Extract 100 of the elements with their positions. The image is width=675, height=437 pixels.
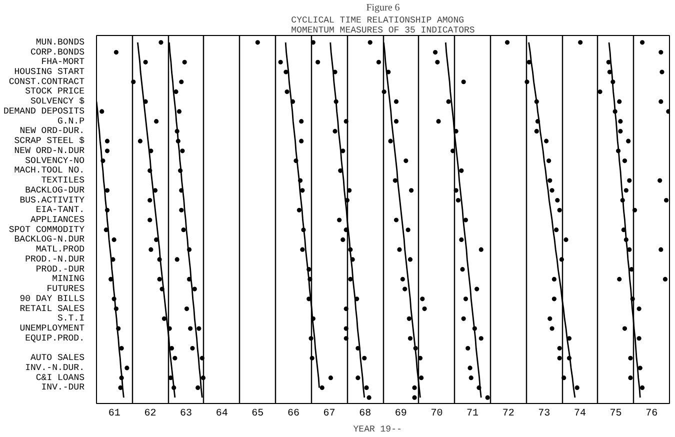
point xyxy=(544,138,549,144)
point xyxy=(344,306,348,312)
point xyxy=(148,198,152,203)
point xyxy=(557,208,562,212)
y-tick-label: EIA-TANT. xyxy=(36,205,84,216)
x-axis-title: YEAR 19-- xyxy=(353,424,402,434)
y-tick-label: RETAIL SALES xyxy=(20,304,84,314)
y-tick-label: EQUIP.PROD. xyxy=(25,333,85,344)
point xyxy=(450,148,456,154)
point xyxy=(382,89,386,94)
point xyxy=(485,395,490,400)
point xyxy=(478,247,484,252)
point xyxy=(559,257,564,262)
point xyxy=(627,178,632,183)
point xyxy=(337,218,342,222)
point xyxy=(184,306,190,312)
point xyxy=(174,257,180,262)
point xyxy=(552,296,556,302)
y-tick-label: CONST.CONTRACT xyxy=(8,76,86,87)
point xyxy=(300,188,305,193)
point xyxy=(172,356,178,360)
point xyxy=(104,138,110,144)
point xyxy=(376,60,382,64)
point xyxy=(394,218,399,222)
x-tick-label: 61 xyxy=(108,408,120,420)
x-tick-label: 74 xyxy=(574,408,586,420)
point xyxy=(196,385,200,390)
point xyxy=(406,228,410,232)
point xyxy=(412,385,417,390)
point xyxy=(157,276,162,282)
point xyxy=(397,247,402,252)
point xyxy=(463,296,468,302)
point xyxy=(119,346,124,351)
point xyxy=(299,119,304,124)
point xyxy=(408,336,413,341)
point xyxy=(436,119,441,124)
point xyxy=(418,356,423,360)
y-tick-label: BACKLOG-DUR xyxy=(25,185,86,196)
point xyxy=(420,296,425,302)
y-tick-label: MUN.BONDS xyxy=(36,37,84,48)
point xyxy=(299,138,304,144)
point xyxy=(435,60,440,64)
x-tick-label: 68 xyxy=(359,408,372,420)
y-tick-label: SCRAP STEEL $ xyxy=(14,136,86,146)
point xyxy=(200,376,206,380)
point xyxy=(552,276,556,282)
point xyxy=(143,60,148,64)
x-tick-label: 65 xyxy=(252,408,264,420)
point xyxy=(340,237,346,242)
x-tick-label: 73 xyxy=(538,408,550,420)
point xyxy=(408,257,413,262)
y-tick-label: SOLVENCY-NO xyxy=(25,156,85,166)
point xyxy=(196,326,202,331)
point xyxy=(622,326,628,331)
point xyxy=(148,218,152,222)
point xyxy=(628,376,633,380)
point xyxy=(432,50,438,55)
point xyxy=(344,336,348,341)
point xyxy=(459,237,464,242)
y-tick-label: AUTO SALES xyxy=(30,353,85,364)
point xyxy=(574,385,580,390)
point xyxy=(474,286,480,292)
point xyxy=(192,286,197,292)
point xyxy=(104,148,110,154)
point xyxy=(148,247,154,252)
point xyxy=(617,99,622,104)
point xyxy=(626,138,631,144)
point xyxy=(658,178,662,183)
point xyxy=(638,366,642,370)
point xyxy=(388,138,393,144)
y-tick-label: HOUSING START xyxy=(14,67,86,78)
point xyxy=(348,276,353,282)
y-tick-label: TEXTILES xyxy=(41,176,85,186)
point xyxy=(419,376,424,380)
point xyxy=(179,80,184,84)
point xyxy=(174,89,178,94)
point xyxy=(368,40,372,45)
point xyxy=(402,286,408,292)
point xyxy=(114,50,118,55)
chart-subtitle: CYCLICAL TIME RELATIONSHIP AMONG MOMENTUM MEASURES OF 35 INDICATORS xyxy=(291,16,475,36)
point xyxy=(478,336,484,341)
point xyxy=(100,109,104,114)
point xyxy=(308,336,314,341)
point xyxy=(188,326,193,331)
point xyxy=(468,366,472,370)
point xyxy=(179,208,184,212)
point xyxy=(112,237,116,242)
point xyxy=(316,60,320,64)
y-tick-label: APPLIANCES xyxy=(30,214,85,225)
point xyxy=(664,198,669,203)
point xyxy=(557,346,562,351)
x-tick-label: 62 xyxy=(144,408,156,420)
x-tick-label: 63 xyxy=(180,408,192,420)
y-tick-label: S.T.I xyxy=(57,314,85,324)
point xyxy=(131,80,136,84)
point xyxy=(624,188,628,193)
point xyxy=(550,326,554,331)
x-tick-label: 70 xyxy=(430,408,443,420)
point xyxy=(658,247,664,252)
point xyxy=(504,40,510,45)
